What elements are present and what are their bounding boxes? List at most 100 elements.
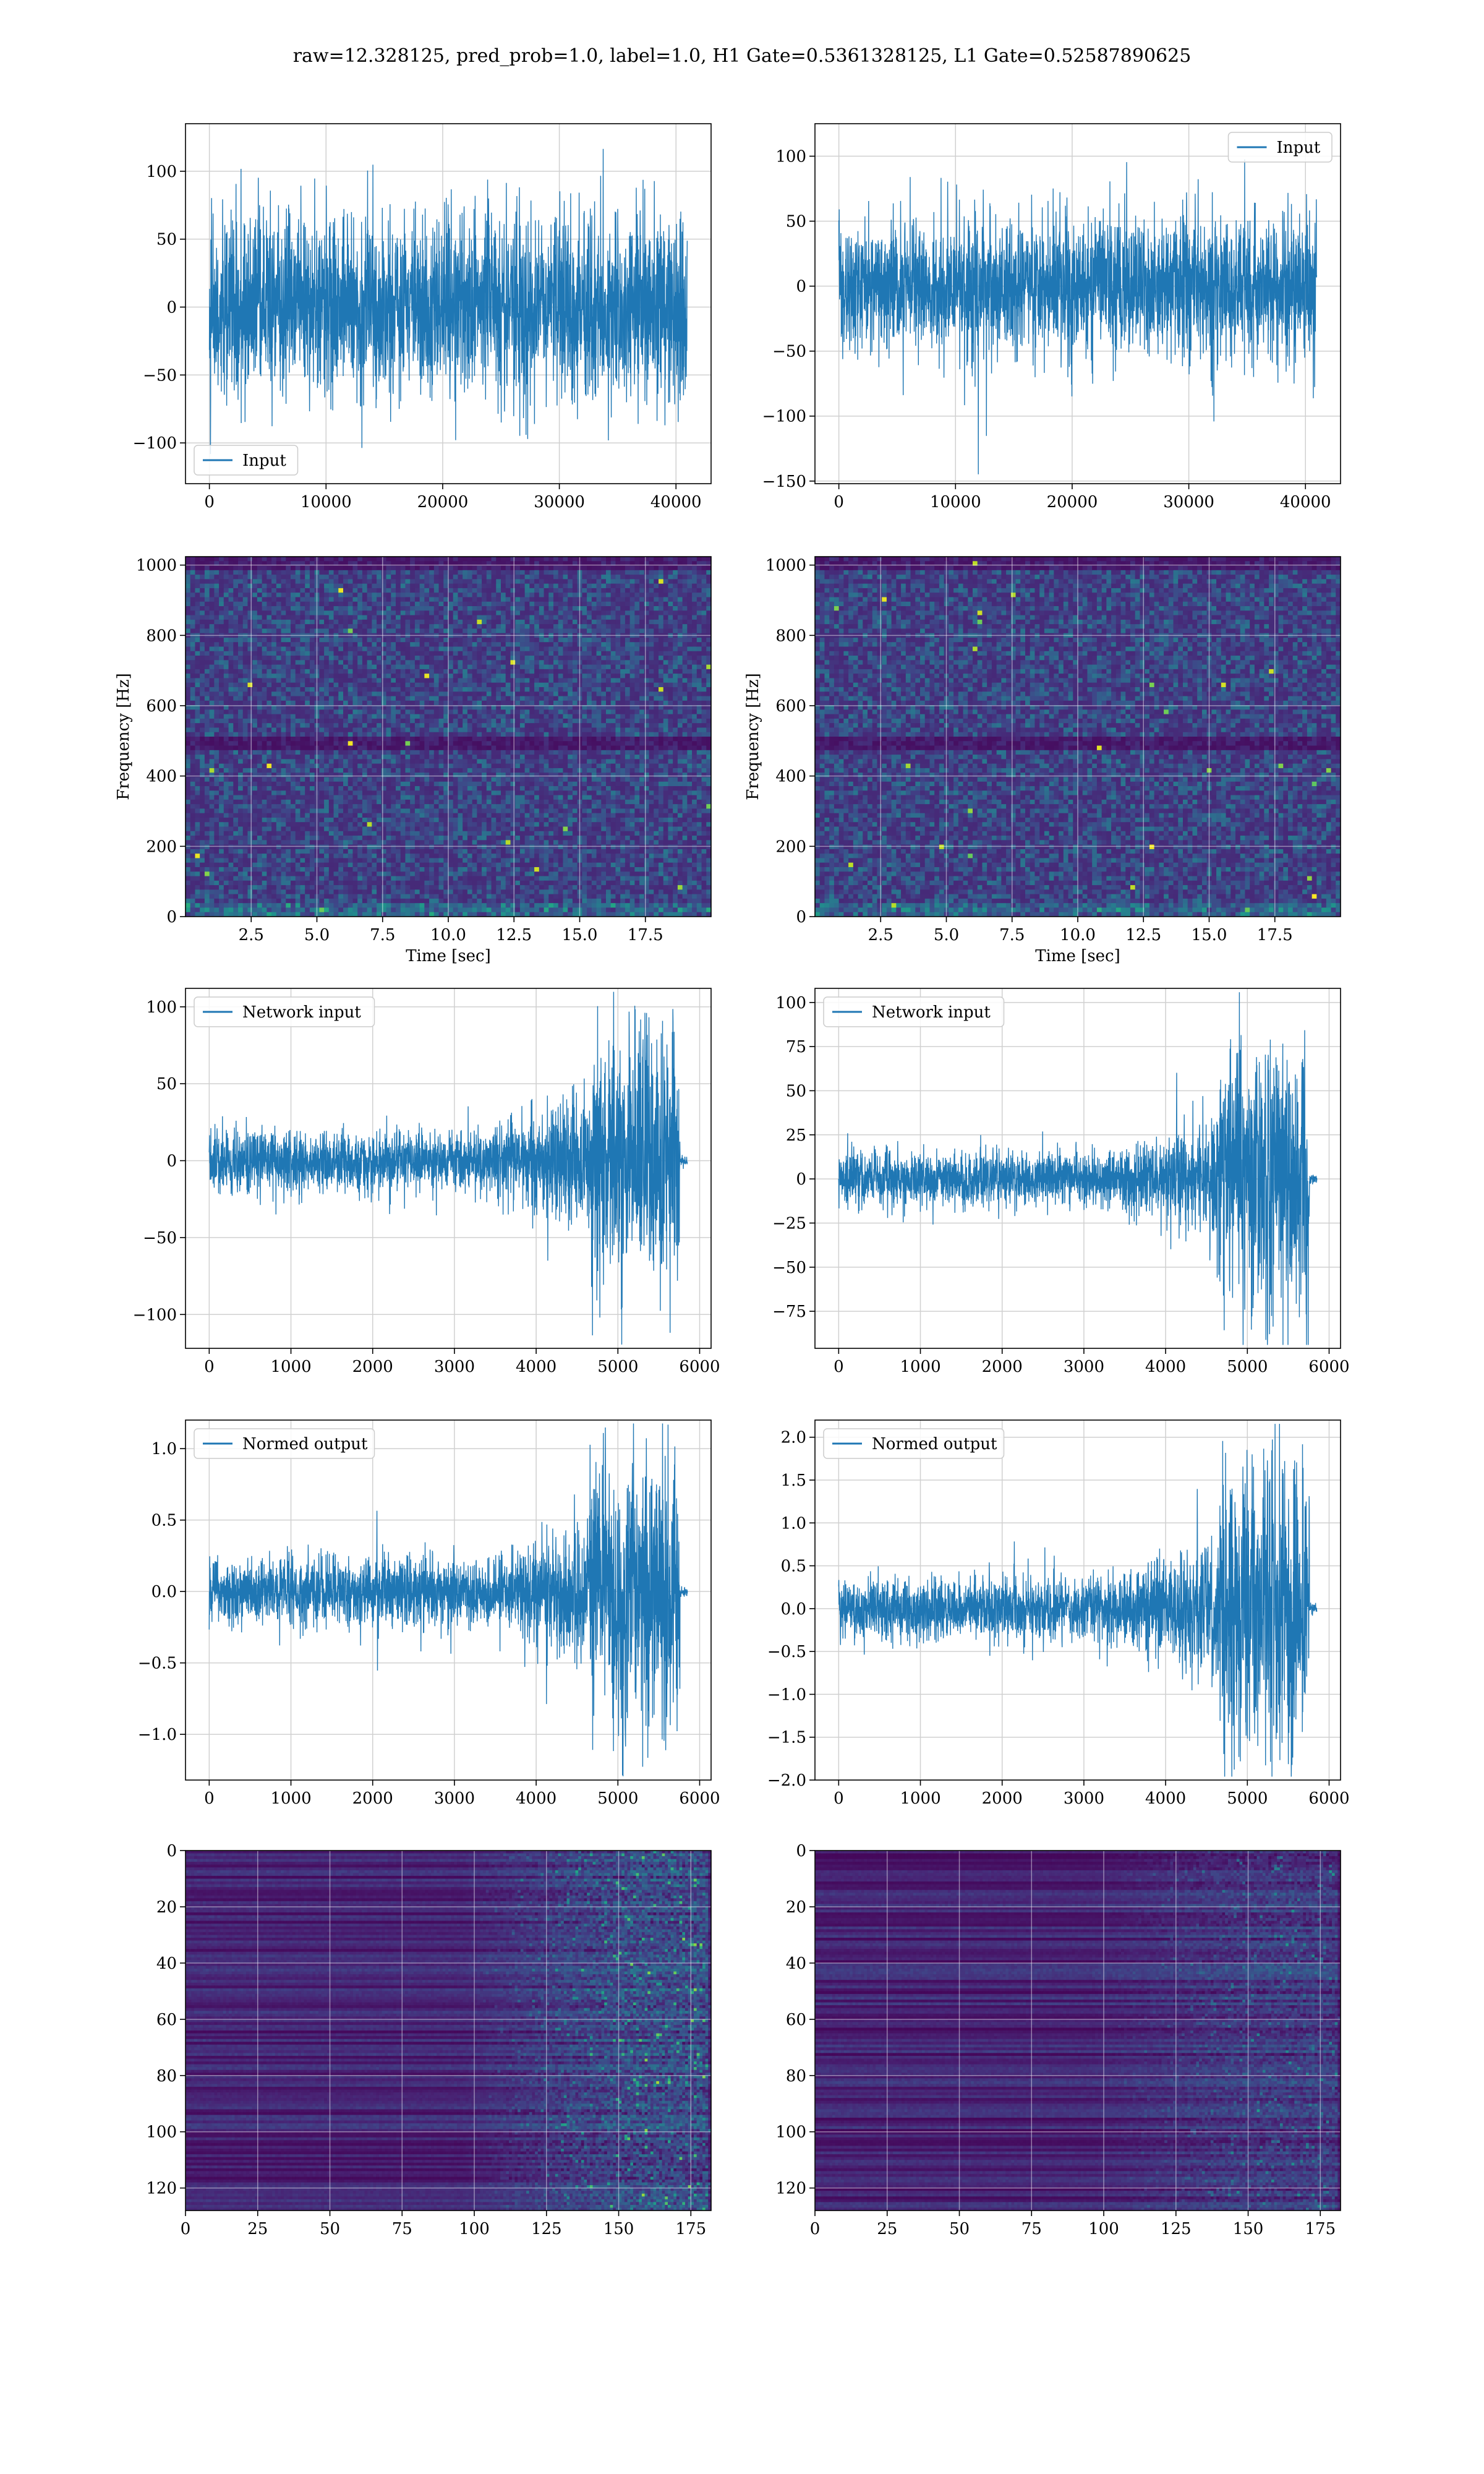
y-tick-label-p1: 0	[166, 298, 177, 317]
legend-label-p1: Input	[242, 452, 286, 470]
y-tick-label-p10: 40	[786, 1954, 806, 1973]
legend-label-p8: Normed output	[872, 1435, 997, 1453]
legend-p2: Input	[1229, 132, 1333, 162]
x-tick-label-p3: 2.5	[239, 926, 264, 944]
x-tick-label-p9: 175	[675, 2220, 706, 2238]
y-tick-label-p1: 100	[146, 163, 177, 181]
legend-label-p2: Input	[1277, 139, 1321, 157]
y-tick-label-p2: 100	[775, 148, 806, 166]
axes-p4: 2.5 5.0 7.5 10.0 12.5 15.0 17.5020040060080010…	[744, 557, 1341, 965]
x-axis-label-p3: Time [sec]	[406, 947, 491, 965]
y-tick-label-p2: 0	[796, 278, 806, 296]
x-tick-label-p2: 10000	[930, 493, 981, 511]
x-tick-label-p1: 40000	[650, 493, 702, 511]
feature-map-p9	[186, 1851, 712, 2211]
legend-label-p5: Network input	[242, 1003, 361, 1022]
y-tick-label-p6: 50	[786, 1082, 806, 1100]
y-tick-label-p5: 50	[156, 1075, 177, 1094]
x-tick-label-p9: 0	[181, 2220, 191, 2238]
y-tick-label-p6: 25	[786, 1126, 806, 1145]
plot-area-p3	[186, 557, 712, 917]
figure-title: raw=12.328125, pred_prob=1.0, label=1.0,…	[293, 45, 1192, 67]
x-tick-label-p6: 1000	[900, 1358, 940, 1376]
x-tick-label-p3: 7.5	[370, 926, 395, 944]
y-tick-label-p3: 1000	[136, 557, 177, 575]
legend-p6: Network input	[824, 997, 1004, 1027]
x-tick-label-p9: 150	[603, 2220, 634, 2238]
x-tick-label-p1: 10000	[301, 493, 352, 511]
x-tick-label-p1: 30000	[534, 493, 585, 511]
x-tick-label-p10: 75	[1021, 2220, 1042, 2238]
x-axis-label-p4: Time [sec]	[1035, 947, 1120, 965]
x-tick-label-p10: 150	[1233, 2220, 1264, 2238]
y-tick-label-p9: 100	[146, 2123, 177, 2142]
y-tick-label-p8: 1.5	[781, 1471, 806, 1490]
x-tick-label-p2: 0	[834, 493, 844, 511]
x-tick-label-p10: 175	[1305, 2220, 1336, 2238]
x-tick-label-p3: 5.0	[304, 926, 330, 944]
legend-p1: Input	[194, 445, 298, 475]
y-tick-label-p9: 80	[156, 2067, 177, 2086]
x-tick-label-p4: 7.5	[999, 926, 1025, 944]
x-tick-label-p3: 12.5	[496, 926, 532, 944]
x-tick-label-p2: 40000	[1280, 493, 1331, 511]
y-tick-label-p4: 800	[775, 627, 806, 645]
plot-area-p10	[815, 1851, 1341, 2211]
x-tick-label-p3: 17.5	[628, 926, 663, 944]
x-tick-label-p7: 2000	[352, 1789, 393, 1808]
x-tick-label-p10: 100	[1088, 2220, 1119, 2238]
y-tick-label-p6: 0	[796, 1170, 806, 1189]
x-tick-label-p8: 1000	[900, 1789, 940, 1808]
x-tick-label-p5: 6000	[679, 1358, 720, 1376]
x-tick-label-p7: 1000	[270, 1789, 311, 1808]
y-tick-label-p8: −0.5	[767, 1643, 806, 1661]
y-tick-label-p8: −1.0	[767, 1685, 806, 1704]
y-tick-label-p4: 400	[775, 768, 806, 786]
y-tick-label-p3: 800	[146, 627, 177, 645]
y-tick-label-p5: 0	[166, 1152, 177, 1171]
x-tick-label-p7: 4000	[516, 1789, 556, 1808]
y-tick-label-p2: 50	[786, 213, 806, 231]
x-tick-label-p8: 6000	[1308, 1789, 1349, 1808]
y-axis-label-p4: Frequency [Hz]	[744, 673, 762, 800]
y-tick-label-p4: 600	[775, 697, 806, 716]
x-tick-label-p1: 0	[204, 493, 215, 511]
x-tick-label-p9: 25	[247, 2220, 268, 2238]
y-tick-label-p3: 200	[146, 837, 177, 856]
x-tick-label-p2: 30000	[1163, 493, 1214, 511]
x-tick-label-p4: 10.0	[1060, 926, 1096, 944]
x-tick-label-p2: 20000	[1047, 493, 1098, 511]
x-tick-label-p1: 20000	[417, 493, 469, 511]
y-tick-label-p10: 60	[786, 2011, 806, 2029]
y-tick-label-p9: 60	[156, 2011, 177, 2029]
y-axis-label-p3: Frequency [Hz]	[114, 673, 133, 800]
y-tick-label-p3: 600	[146, 697, 177, 716]
x-tick-label-p10: 50	[949, 2220, 970, 2238]
y-tick-label-p1: 50	[156, 231, 177, 249]
y-tick-label-p9: 120	[146, 2180, 177, 2198]
y-tick-label-p10: 120	[775, 2180, 806, 2198]
y-tick-label-p7: 0.0	[151, 1583, 177, 1601]
x-tick-label-p6: 0	[834, 1358, 844, 1376]
y-tick-label-p5: −50	[143, 1229, 177, 1248]
x-tick-label-p7: 0	[204, 1789, 215, 1808]
x-tick-label-p6: 6000	[1308, 1358, 1349, 1376]
y-tick-label-p7: −0.5	[138, 1654, 177, 1673]
x-tick-label-p9: 50	[320, 2220, 340, 2238]
y-tick-label-p4: 200	[775, 837, 806, 856]
y-tick-label-p4: 0	[796, 908, 806, 927]
y-tick-label-p5: 100	[146, 998, 177, 1017]
y-tick-label-p4: 1000	[765, 557, 806, 575]
x-tick-label-p5: 1000	[270, 1358, 311, 1376]
y-tick-label-p6: −25	[772, 1214, 806, 1233]
y-tick-label-p6: −50	[772, 1259, 806, 1277]
x-tick-label-p10: 125	[1161, 2220, 1192, 2238]
y-tick-label-p6: 100	[775, 994, 806, 1012]
x-tick-label-p7: 5000	[597, 1789, 638, 1808]
y-tick-label-p2: −100	[762, 408, 806, 426]
x-tick-label-p8: 4000	[1145, 1789, 1186, 1808]
x-tick-label-p8: 3000	[1064, 1789, 1104, 1808]
